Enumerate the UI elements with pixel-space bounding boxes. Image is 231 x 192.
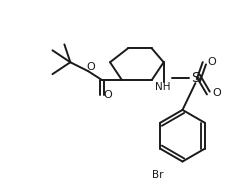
Text: O: O — [211, 88, 220, 98]
Text: NH: NH — [154, 82, 170, 92]
Text: O: O — [206, 57, 215, 67]
Text: O: O — [86, 62, 95, 72]
Text: Br: Br — [151, 170, 163, 180]
Text: O: O — [103, 90, 112, 100]
Text: S: S — [190, 71, 199, 85]
